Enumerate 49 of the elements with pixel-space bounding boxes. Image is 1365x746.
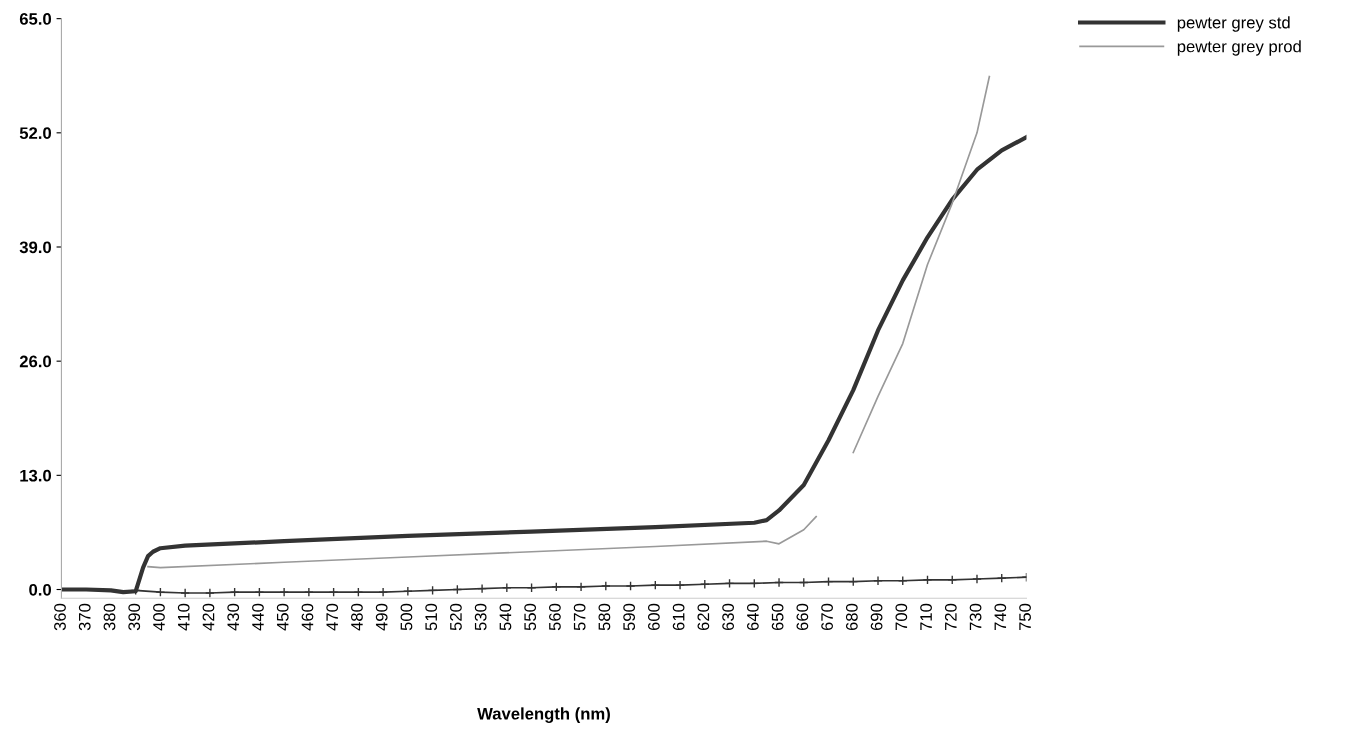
x-tick-label: 490 — [375, 603, 388, 631]
x-tick-label: 630 — [722, 603, 735, 631]
x-tick-label: 530 — [474, 603, 487, 631]
x-tick-label: 450 — [276, 603, 289, 631]
x-tick-label: 520 — [450, 603, 462, 631]
y-tick-label: 13.0 — [20, 469, 52, 482]
legend-label: pewter grey prod — [1177, 40, 1301, 56]
x-tick-label: 690 — [870, 603, 883, 631]
y-tick-label: 26.0 — [19, 355, 52, 368]
x-tick-label: 390 — [128, 603, 141, 631]
y-tick-label: 39.0 — [19, 241, 52, 254]
x-tick-label: 570 — [573, 603, 586, 631]
x-tick-label: 750 — [1019, 603, 1031, 631]
x-tick-label: 590 — [623, 603, 636, 631]
x-tick-label: 540 — [499, 603, 512, 631]
x-tick-label: 620 — [697, 603, 710, 631]
x-tick-label: 580 — [598, 603, 611, 631]
x-tick-label: 600 — [647, 603, 660, 631]
x-tick-label: 700 — [895, 603, 908, 631]
x-tick-label: 730 — [969, 603, 982, 631]
x-tick-label: 610 — [672, 603, 685, 631]
x-tick-label: 420 — [202, 603, 215, 631]
x-tick-label: 710 — [920, 603, 932, 631]
x-tick-label: 460 — [301, 603, 314, 631]
x-tick-label: 740 — [994, 603, 1007, 631]
x-tick-label: 720 — [944, 603, 957, 631]
x-tick-label: 480 — [351, 603, 363, 631]
x-tick-label: 360 — [54, 603, 66, 631]
y-tick-label: 52.0 — [19, 127, 52, 140]
x-tick-label: 370 — [78, 603, 91, 631]
x-tick-label: 560 — [549, 603, 561, 631]
x-tick-label: 410 — [177, 603, 190, 631]
y-tick-label: 65.0 — [19, 13, 52, 25]
x-tick-label: 660 — [796, 603, 809, 631]
x-tick-label: 650 — [771, 603, 784, 631]
x-tick-label: 680 — [845, 603, 858, 631]
x-axis-title: Wavelength (nm) — [477, 707, 610, 723]
x-tick-label: 470 — [326, 603, 339, 631]
x-tick-label: 430 — [227, 603, 240, 631]
legend-label: pewter grey std — [1177, 16, 1290, 32]
x-tick-label: 400 — [153, 603, 165, 631]
x-tick-label: 550 — [524, 603, 537, 631]
x-tick-label: 380 — [103, 603, 116, 631]
x-tick-label: 670 — [821, 603, 833, 631]
x-tick-label: 510 — [425, 603, 438, 631]
y-tick-label: 0.0 — [29, 583, 52, 596]
x-tick-label: 500 — [400, 603, 413, 631]
x-tick-label: 440 — [252, 603, 264, 631]
x-tick-label: 640 — [746, 603, 759, 631]
